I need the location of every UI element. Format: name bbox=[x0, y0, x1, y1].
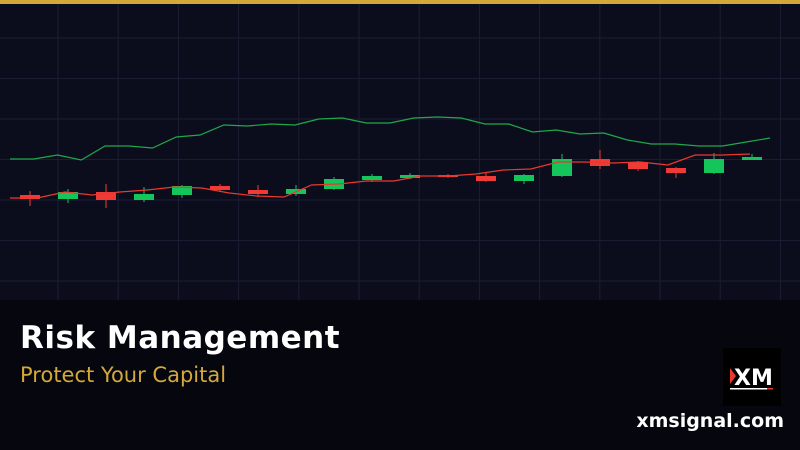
bullish-candle bbox=[172, 186, 192, 195]
bearish-candle bbox=[210, 186, 230, 190]
price-chart bbox=[0, 4, 800, 300]
bearish-candle bbox=[96, 192, 116, 200]
svg-text:XM: XM bbox=[734, 366, 773, 391]
moving-average-line bbox=[10, 153, 751, 199]
xm-logo: XM bbox=[723, 348, 781, 406]
banner-panel: Risk Management Protect Your Capital bbox=[0, 300, 800, 450]
bullish-candle bbox=[58, 192, 78, 199]
bearish-candle bbox=[20, 195, 40, 199]
bullish-candle bbox=[400, 175, 420, 178]
bearish-candle bbox=[248, 190, 268, 194]
bearish-candle bbox=[666, 168, 686, 173]
bearish-candle bbox=[628, 162, 648, 169]
banner-title: Risk Management bbox=[20, 320, 341, 356]
upper-band-line bbox=[10, 116, 771, 161]
bullish-candle bbox=[742, 157, 762, 160]
bullish-candle bbox=[514, 175, 534, 181]
bullish-candle bbox=[134, 194, 154, 200]
site-url: xmsignal.com bbox=[636, 410, 784, 432]
bearish-candle bbox=[476, 176, 496, 181]
banner-subtitle: Protect Your Capital bbox=[20, 363, 227, 387]
bullish-candle bbox=[552, 159, 572, 176]
bullish-candle bbox=[362, 176, 382, 180]
bullish-candle bbox=[704, 159, 724, 173]
accent-bar bbox=[0, 0, 800, 4]
